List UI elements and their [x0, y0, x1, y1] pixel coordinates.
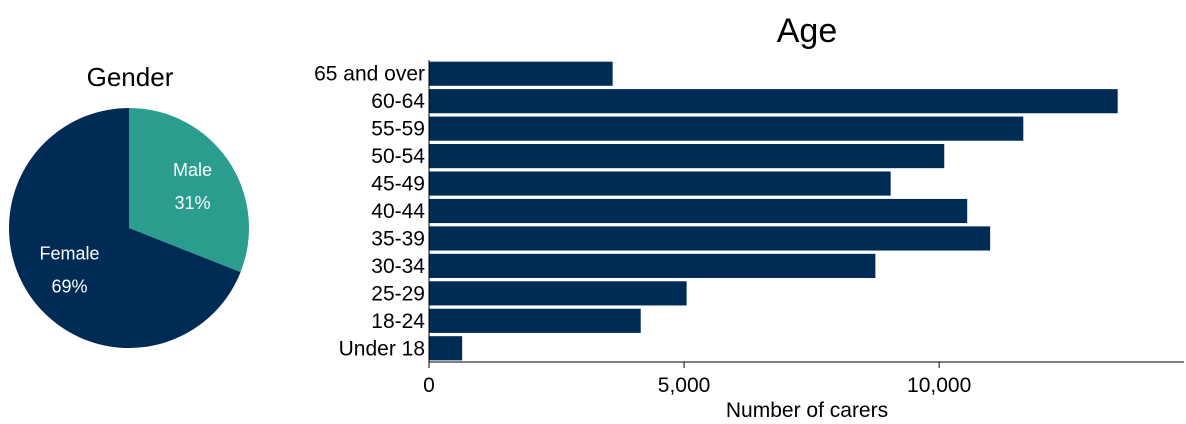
gender-pie-chart: Gender Male 31% Female 69% [8, 62, 249, 348]
category-label: 45-49 [371, 173, 425, 196]
pie-label-female: Female [39, 244, 99, 264]
age-chart-title: Age [777, 12, 838, 50]
pie-value-female: 69% [51, 277, 87, 297]
category-label: 25-29 [371, 282, 425, 305]
category-label: 55-59 [371, 118, 425, 141]
bar-30-34 [429, 253, 876, 278]
x-tick-label: 0 [423, 374, 435, 397]
category-label: 35-39 [371, 228, 425, 251]
bar-60-64 [429, 89, 1118, 114]
x-axis-label: Number of carers [726, 399, 888, 422]
category-label: 65 and over [314, 63, 425, 86]
bar-40-44 [429, 198, 968, 224]
bar-50-54 [429, 144, 945, 169]
gender-chart-title: Gender [87, 62, 174, 92]
pie-value-male: 31% [174, 193, 210, 213]
category-label: 50-54 [371, 145, 425, 168]
category-label: Under 18 [339, 337, 425, 360]
pie-label-male: Male [173, 160, 212, 180]
category-label: 30-34 [371, 255, 425, 278]
pie-slice-male [129, 108, 249, 273]
bar-65-and-over [429, 61, 613, 86]
age-bar-chart: Age 65 and over 60-64 55-59 50-54 45-49 40-44… [314, 12, 1184, 422]
category-label: 40-44 [371, 200, 425, 223]
bar-under-18 [429, 336, 463, 361]
bar-25-29 [429, 281, 687, 306]
category-label: 18-24 [371, 310, 425, 333]
x-tick-label: 5,000 [658, 374, 711, 397]
pie-slice-female [8, 107, 241, 348]
bar-45-49 [429, 171, 891, 196]
category-label: 60-64 [371, 90, 425, 113]
bar-18-24 [429, 308, 641, 333]
x-tick-label: 10,000 [907, 374, 971, 397]
bar-35-39 [429, 226, 991, 251]
bar-55-59 [429, 116, 1024, 141]
